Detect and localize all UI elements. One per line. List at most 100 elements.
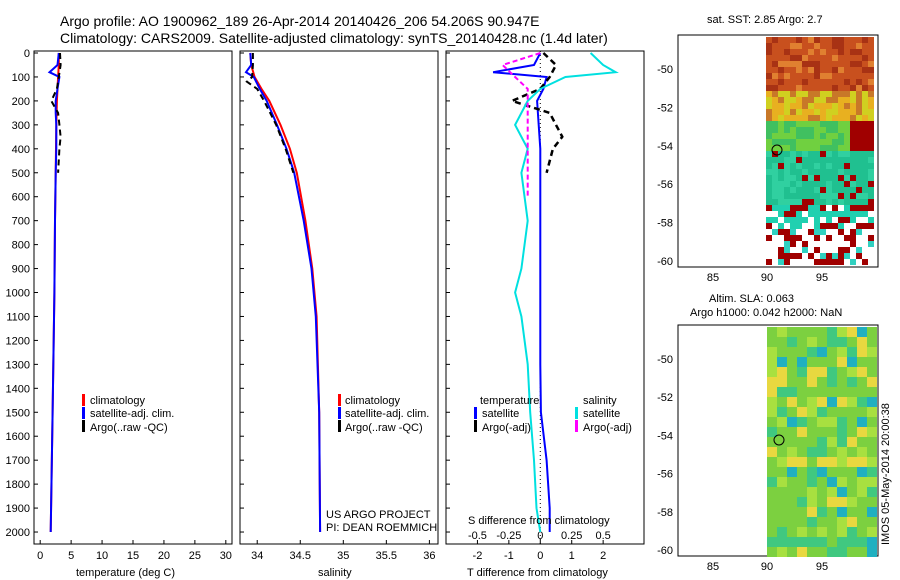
sst-pixel [850, 61, 856, 67]
sla-pixel [827, 517, 837, 527]
sst-pixel [844, 73, 850, 79]
sst-pixel [856, 85, 862, 91]
sst-pixel [814, 103, 820, 109]
sla-pixel [857, 457, 867, 467]
sst-pixel [844, 115, 850, 121]
sst-pixel [784, 79, 790, 85]
sst-pixel [826, 43, 832, 49]
sst-pixel [766, 145, 772, 151]
sst-pixel [790, 103, 796, 109]
sst-pixel [856, 211, 862, 217]
sst-pixel [772, 253, 778, 259]
sst-pixel [796, 109, 802, 115]
sla-pixel [827, 507, 837, 517]
depth-tick-label: 100 [12, 72, 30, 84]
sla-pixel [787, 517, 797, 527]
sla-pixel [787, 407, 797, 417]
sst-pixel [790, 145, 796, 151]
sst-pixel [820, 61, 826, 67]
legend-salinity-heading: salinity [583, 395, 617, 407]
sla-pixel [787, 457, 797, 467]
sst-pixel [772, 139, 778, 145]
lines-layer [47, 51, 619, 544]
sst-pixel [826, 241, 832, 247]
sla-pixel [777, 527, 787, 537]
sst-pixel [784, 229, 790, 235]
sst-pixel [796, 133, 802, 139]
sla-map-title-1: Altim. SLA: 0.063 [709, 293, 794, 305]
sla-pixel [837, 497, 847, 507]
sla-pixel [847, 547, 857, 557]
sst-pixel [766, 241, 772, 247]
sst-pixel [856, 43, 862, 49]
sst-pixel [820, 169, 826, 175]
sst-pixel [868, 193, 874, 199]
sst-pixel [808, 73, 814, 79]
sst-pixel [778, 121, 784, 127]
depth-tick-label: 900 [12, 264, 30, 276]
sst-pixel [766, 61, 772, 67]
sla-pixel [807, 527, 817, 537]
sst-pixel [850, 73, 856, 79]
sst-pixel [820, 217, 826, 223]
depth-tick-label: 0 [24, 48, 30, 60]
sst-pixel [844, 199, 850, 205]
map-lon-tick-label: 85 [707, 561, 719, 573]
sst-pixel [868, 211, 874, 217]
sst-pixel [796, 187, 802, 193]
sla-pixel [867, 437, 877, 447]
sst-pixel [820, 97, 826, 103]
sst-pixel [844, 193, 850, 199]
sst-pixel [796, 259, 802, 265]
sst-pixel [778, 205, 784, 211]
sst-pixel [790, 169, 796, 175]
sst-pixel [868, 37, 874, 43]
sla-pixel [857, 327, 867, 337]
sst-pixel [778, 97, 784, 103]
s-difference-label: S difference from climatology [468, 515, 610, 527]
sla-pixel [777, 487, 787, 497]
sst-pixel [838, 235, 844, 241]
sla-pixel [787, 477, 797, 487]
sst-pixel [862, 199, 868, 205]
sla-pixel [817, 437, 827, 447]
sla-pixel [777, 367, 787, 377]
sla-pixel [767, 507, 777, 517]
sst-pixel [832, 247, 838, 253]
sla-pixel [837, 537, 847, 547]
series-line-argo-raw-qc- [245, 53, 295, 174]
sst-pixel [838, 217, 844, 223]
sla-pixel [847, 517, 857, 527]
sla-pixel [777, 347, 787, 357]
sst-pixel [820, 235, 826, 241]
sla-pixel [777, 457, 787, 467]
sst-pixel [796, 67, 802, 73]
sst-pixel [862, 205, 868, 211]
sla-pixel [827, 327, 837, 337]
sst-pixel [820, 103, 826, 109]
sst-pixel [766, 37, 772, 43]
sst-pixel [808, 55, 814, 61]
sst-pixel [862, 73, 868, 79]
sst-pixel [868, 61, 874, 67]
sla-pixel [857, 437, 867, 447]
sla-pixel [787, 507, 797, 517]
sst-pixel [856, 163, 862, 169]
legend-satellite-label: satellite-adj. clim. [90, 408, 174, 420]
sst-pixel [778, 241, 784, 247]
x-tick-label: -1 [504, 550, 514, 562]
sla-pixel [787, 337, 797, 347]
sla-pixel [837, 507, 847, 517]
sst-pixel [802, 175, 808, 181]
sla-pixel [857, 517, 867, 527]
sst-pixel [868, 145, 874, 151]
sla-pixel [807, 377, 817, 387]
sst-pixel [862, 43, 868, 49]
sst-pixel [838, 37, 844, 43]
sst-pixel [814, 229, 820, 235]
sst-pixel [766, 247, 772, 253]
sst-pixel [826, 163, 832, 169]
sst-pixel [868, 259, 874, 265]
sla-pixel [827, 467, 837, 477]
sst-pixel [832, 127, 838, 133]
